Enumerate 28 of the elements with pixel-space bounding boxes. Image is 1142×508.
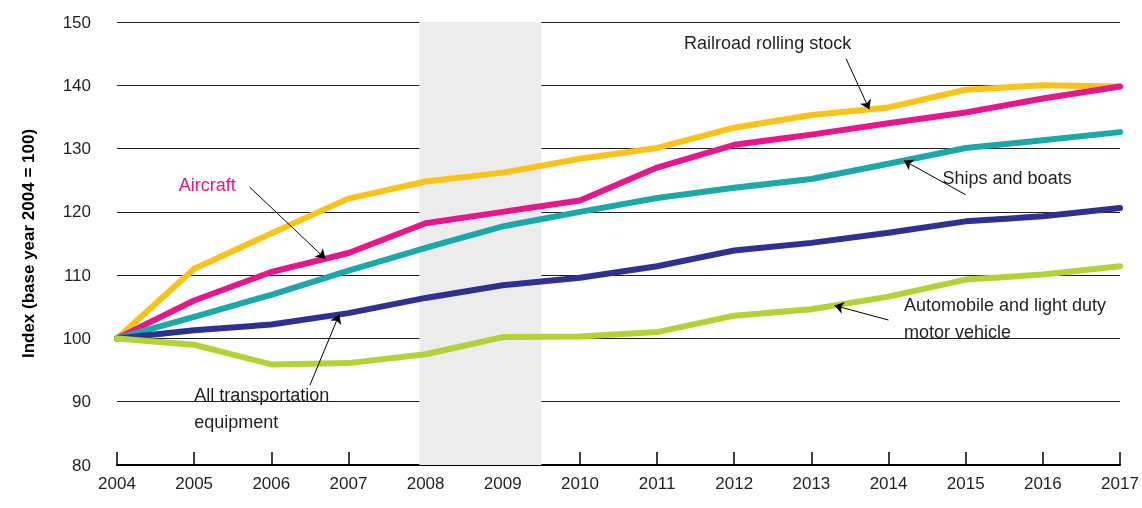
series-label: Ships and boats <box>942 168 1072 189</box>
x-tick-label: 2014 <box>869 474 908 493</box>
x-tick-label: 2015 <box>946 474 985 493</box>
y-tick-label: 100 <box>62 328 91 348</box>
series-label: Automobile and light duty motor vehicle <box>903 295 1112 343</box>
x-tick-label: 2017 <box>1101 474 1139 493</box>
y-axis-title: Index (base year 2004 = 100) <box>19 128 38 359</box>
x-tick-label: 2016 <box>1023 474 1062 493</box>
text: Railroad rolling stock <box>684 32 853 53</box>
text: Aircraft <box>178 175 236 196</box>
text: All transportation equipment <box>194 385 335 433</box>
x-tick-label: 2007 <box>329 474 368 493</box>
y-tick-label: 90 <box>72 392 91 412</box>
x-tick-label: 2013 <box>792 474 831 493</box>
x-tick-label: 2004 <box>98 474 136 493</box>
y-tick-label: 130 <box>62 139 91 159</box>
x-tick-label: 2005 <box>175 474 214 493</box>
x-tick-label: 2006 <box>252 474 291 493</box>
x-tick-label: 2009 <box>483 474 522 493</box>
x-tick-label: 2010 <box>561 474 599 493</box>
y-tick-label: 80 <box>72 455 91 475</box>
x-tick-label: 2012 <box>715 474 754 493</box>
y-tick-label: 150 <box>62 12 91 32</box>
y-tick-label: 120 <box>62 202 91 222</box>
x-tick-label: 2008 <box>406 474 445 493</box>
y-tick-label: 110 <box>63 265 91 285</box>
y-tick-label: 140 <box>62 75 91 95</box>
x-tick-label: 2011 <box>638 474 676 493</box>
